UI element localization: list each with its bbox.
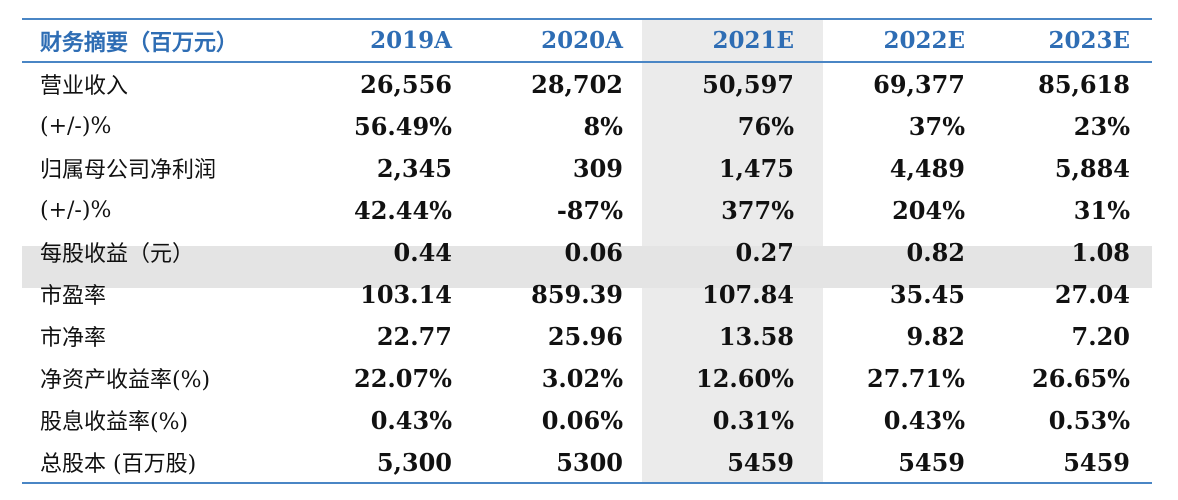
row-label: 净资产收益率(%) [40, 368, 211, 393]
row-value: 3.02% [541, 363, 623, 393]
row-value: 9.82 [906, 321, 965, 351]
header-year: 2020A [541, 27, 623, 54]
table-bottom-rule [22, 482, 1152, 484]
table-row: (+/-)% 42.44% -87% 377% 204% 31% [22, 189, 1152, 231]
row-value: 204% [892, 195, 965, 225]
table-row: 股息收益率(%) 0.43% 0.06% 0.31% 0.43% 0.53% [22, 399, 1152, 441]
header-label: 财务摘要（百万元） [40, 29, 239, 56]
row-value: 31% [1073, 195, 1130, 225]
row-value: 22.07% [354, 363, 452, 393]
row-value: 37% [908, 111, 965, 141]
header-year: 2021E [712, 27, 794, 54]
row-value: 85,618 [1038, 69, 1130, 99]
row-value: 859.39 [531, 279, 623, 309]
row-value: 0.31% [712, 405, 794, 435]
row-value: 76% [737, 111, 794, 141]
row-value: 5459 [727, 447, 794, 477]
row-value: 2,345 [376, 153, 452, 183]
row-value: 26,556 [360, 69, 452, 99]
row-label: 每股收益（元） [40, 242, 195, 267]
row-value: 27.04 [1054, 279, 1130, 309]
row-value: 309 [572, 153, 623, 183]
row-value: 103.14 [360, 279, 452, 309]
row-value: 5459 [898, 447, 965, 477]
row-value: 27.71% [867, 363, 965, 393]
row-label: 归属母公司净利润 [40, 158, 217, 183]
table-header-rule [22, 61, 1152, 63]
row-value: 35.45 [889, 279, 965, 309]
row-value: 42.44% [354, 195, 452, 225]
row-value: 12.60% [696, 363, 794, 393]
row-label: 市净率 [40, 326, 107, 351]
row-value: 25.96 [547, 321, 623, 351]
row-label: 股息收益率(%) [40, 410, 189, 435]
table-header-row: 财务摘要（百万元） 2019A 2020A 2021E 2022E 2023E [22, 20, 1152, 61]
table-row: 总股本 (百万股) 5,300 5300 5459 5459 5459 [22, 441, 1152, 483]
row-value: 0.06 [564, 237, 623, 267]
row-value: 0.27 [735, 237, 794, 267]
row-value: 23% [1073, 111, 1130, 141]
table-row: 净资产收益率(%) 22.07% 3.02% 12.60% 27.71% 26.65% [22, 357, 1152, 399]
row-value: 0.06% [541, 405, 623, 435]
table-row: 营业收入 26,556 28,702 50,597 69,377 85,618 [22, 63, 1152, 105]
row-value: 377% [721, 195, 794, 225]
row-value: 107.84 [702, 279, 794, 309]
row-value: 0.43% [883, 405, 965, 435]
row-value: 26.65% [1032, 363, 1130, 393]
table-top-rule [22, 18, 1152, 20]
row-value: 69,377 [873, 69, 965, 99]
row-label: 营业收入 [40, 74, 129, 99]
header-year: 2019A [370, 27, 452, 54]
row-label: 市盈率 [40, 284, 107, 309]
row-label: 总股本 (百万股) [40, 452, 197, 477]
table-row: 市盈率 103.14 859.39 107.84 35.45 27.04 [22, 273, 1152, 315]
row-value: -87% [556, 195, 623, 225]
row-value: 13.58 [718, 321, 794, 351]
table-row: 归属母公司净利润 2,345 309 1,475 4,489 5,884 [22, 147, 1152, 189]
row-value: 22.77 [376, 321, 452, 351]
header-year: 2023E [1048, 27, 1130, 54]
row-value: 7.20 [1071, 321, 1130, 351]
table-row: 每股收益（元） 0.44 0.06 0.27 0.82 1.08 [22, 231, 1152, 273]
table-row: 市净率 22.77 25.96 13.58 9.82 7.20 [22, 315, 1152, 357]
row-value: 56.49% [354, 111, 452, 141]
row-value: 28,702 [531, 69, 623, 99]
row-value: 5300 [556, 447, 623, 477]
financial-summary-table: 财务摘要（百万元） 2019A 2020A 2021E 2022E 2023E … [22, 18, 1152, 484]
row-value: 8% [583, 111, 623, 141]
row-value: 5459 [1063, 447, 1130, 477]
row-value: 0.44 [393, 237, 452, 267]
row-value: 0.53% [1048, 405, 1130, 435]
row-value: 0.43% [370, 405, 452, 435]
header-year: 2022E [883, 27, 965, 54]
eps-row-highlight [22, 246, 1152, 288]
row-value: 50,597 [702, 69, 794, 99]
row-label: (+/-)% [40, 113, 112, 139]
row-value: 5,300 [376, 447, 452, 477]
table-row: (+/-)% 56.49% 8% 76% 37% 23% [22, 105, 1152, 147]
row-value: 1,475 [718, 153, 794, 183]
row-value: 0.82 [906, 237, 965, 267]
row-value: 5,884 [1054, 153, 1130, 183]
row-value: 4,489 [889, 153, 965, 183]
row-value: 1.08 [1071, 237, 1130, 267]
row-label: (+/-)% [40, 197, 112, 223]
